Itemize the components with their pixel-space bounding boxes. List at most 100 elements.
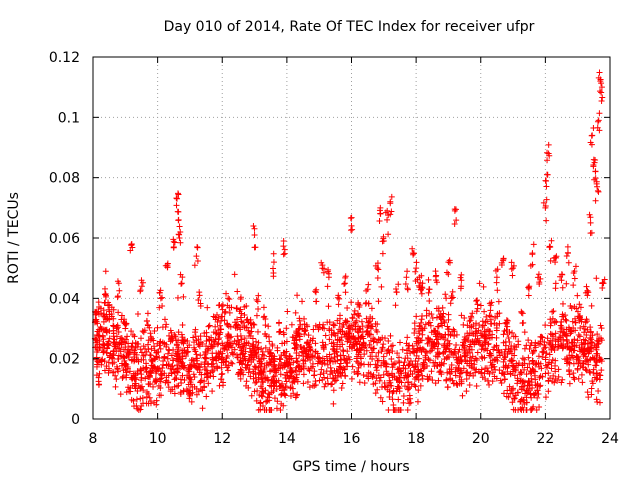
data-point — [213, 311, 220, 318]
data-point — [449, 294, 456, 301]
data-point — [411, 325, 418, 332]
data-point — [359, 323, 366, 330]
data-point — [478, 353, 485, 360]
data-point — [544, 364, 551, 371]
data-point — [543, 217, 550, 224]
data-point — [190, 371, 197, 378]
data-point — [415, 335, 422, 342]
data-point — [543, 177, 550, 184]
data-point — [418, 272, 425, 279]
data-point — [314, 354, 321, 361]
data-point — [506, 339, 513, 346]
data-point — [238, 367, 245, 374]
data-point — [577, 325, 584, 332]
data-point — [228, 359, 235, 366]
data-point — [498, 261, 505, 268]
data-point — [218, 317, 225, 324]
data-point — [594, 187, 601, 194]
data-point — [241, 304, 248, 311]
data-point — [257, 406, 264, 413]
data-point — [324, 375, 331, 382]
data-point — [258, 345, 265, 352]
data-point — [496, 310, 503, 317]
data-point — [139, 279, 146, 286]
data-point — [523, 371, 530, 378]
data-point — [426, 357, 433, 364]
data-point — [479, 318, 486, 325]
data-point — [535, 340, 542, 347]
data-point — [280, 238, 287, 245]
data-point — [175, 208, 182, 215]
data-point — [395, 366, 402, 373]
data-point — [134, 311, 141, 318]
data-point — [151, 356, 158, 363]
data-point — [461, 314, 468, 321]
data-point — [466, 318, 473, 325]
data-point — [237, 375, 244, 382]
data-point — [348, 375, 355, 382]
data-point — [510, 406, 517, 413]
data-point — [206, 336, 213, 343]
data-point — [493, 279, 500, 286]
data-point — [486, 328, 493, 335]
data-point — [564, 243, 571, 250]
data-point — [501, 348, 508, 355]
data-point — [175, 346, 182, 353]
data-point — [154, 365, 161, 372]
data-point — [170, 346, 177, 353]
data-point — [381, 335, 388, 342]
data-point — [508, 387, 515, 394]
data-point — [159, 324, 166, 331]
data-point — [496, 367, 503, 374]
data-point — [140, 356, 147, 363]
data-point — [270, 378, 277, 385]
data-point — [353, 317, 360, 324]
data-point — [474, 297, 481, 304]
data-point — [315, 326, 322, 333]
data-point — [546, 152, 553, 159]
data-point — [554, 344, 561, 351]
data-point — [470, 372, 477, 379]
data-point — [415, 376, 422, 383]
data-point — [294, 358, 301, 365]
data-point — [316, 377, 323, 384]
data-point — [549, 331, 556, 338]
data-point — [295, 363, 302, 370]
data-point — [546, 359, 553, 366]
data-point — [518, 385, 525, 392]
data-point — [465, 332, 472, 339]
data-point — [588, 391, 595, 398]
data-point — [418, 290, 425, 297]
data-point — [260, 355, 267, 362]
data-point — [476, 337, 483, 344]
data-point — [254, 298, 261, 305]
data-point — [584, 341, 591, 348]
data-point — [298, 348, 305, 355]
data-point — [324, 283, 331, 290]
data-point — [110, 327, 117, 334]
data-point — [519, 320, 526, 327]
data-point — [342, 289, 349, 296]
data-point — [548, 320, 555, 327]
data-point — [312, 382, 319, 389]
data-point — [204, 373, 211, 380]
data-point — [445, 345, 452, 352]
data-point — [381, 383, 388, 390]
data-point — [175, 352, 182, 359]
data-point — [542, 322, 549, 329]
data-point — [137, 335, 144, 342]
data-point — [489, 369, 496, 376]
data-point — [452, 206, 459, 213]
data-point — [307, 356, 314, 363]
data-point — [394, 350, 401, 357]
data-point — [546, 244, 553, 251]
data-point — [355, 370, 362, 377]
data-point — [138, 283, 145, 290]
data-point — [379, 238, 386, 245]
data-point — [148, 345, 155, 352]
data-point — [255, 339, 262, 346]
data-point — [509, 329, 516, 336]
data-point — [258, 368, 265, 375]
data-point — [493, 274, 500, 281]
data-point — [115, 324, 122, 331]
